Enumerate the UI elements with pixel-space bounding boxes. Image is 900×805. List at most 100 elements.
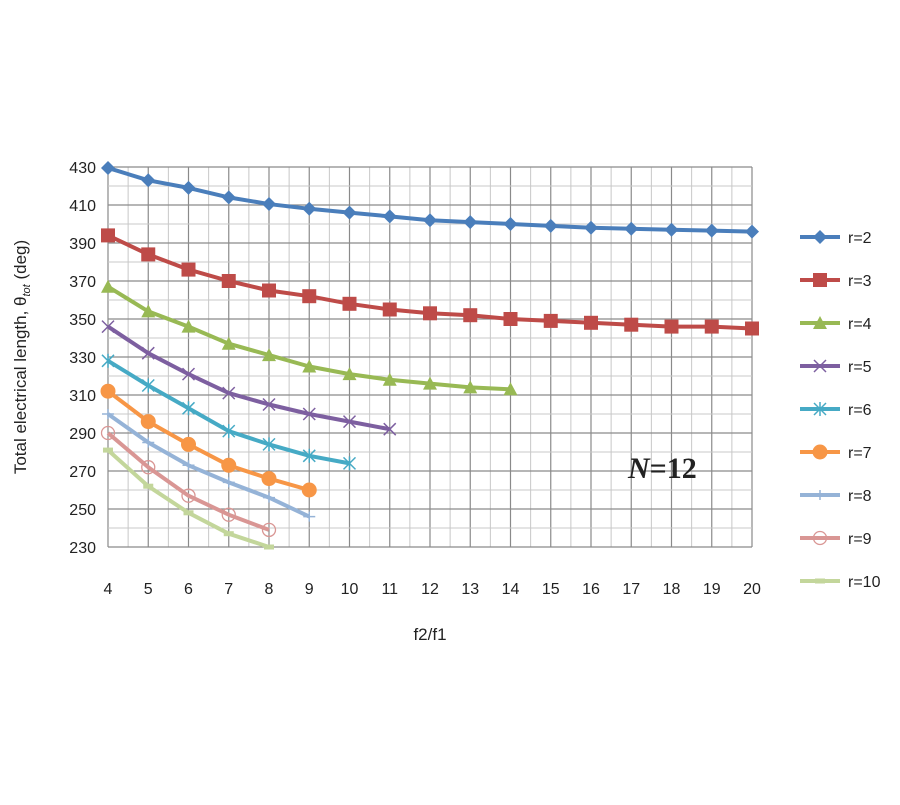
data-point-star [262, 437, 276, 452]
data-point-triangle [503, 382, 518, 396]
series-line [106, 324, 391, 432]
data-point-circle [181, 436, 196, 452]
legend-item: r=3 [800, 273, 872, 290]
data-point-open-circle [141, 460, 156, 475]
data-point-square [664, 319, 679, 334]
y-tick-label: 330 [69, 350, 96, 367]
legend-label: r=10 [848, 574, 881, 591]
series-r-5 [101, 320, 397, 436]
data-point-x [222, 386, 236, 400]
y-tick-label: 370 [69, 274, 96, 291]
x-tick-label: 15 [542, 581, 560, 598]
data-point-diamond [704, 223, 719, 238]
x-tick-label: 10 [341, 581, 359, 598]
legend-item: r=4 [800, 316, 872, 333]
x-tick-label: 5 [144, 581, 153, 598]
data-point-circle [221, 457, 237, 473]
data-point-x [181, 367, 196, 381]
legend: r=2 r=3 r=4 r=5 r=6 r=7 r=8 r=9 r=10 [800, 230, 881, 591]
data-point-diamond [664, 222, 679, 237]
data-point-diamond [813, 230, 827, 244]
x-tick-label: 18 [663, 581, 681, 598]
series-r-8 [102, 409, 316, 522]
y-tick-label: 230 [69, 540, 96, 557]
data-point-triangle [101, 279, 115, 293]
y-tick-label: 410 [69, 198, 96, 215]
data-point-triangle [342, 367, 357, 381]
y-tick-label: 250 [69, 502, 96, 519]
legend-item: r=10 [800, 574, 881, 591]
data-point-square [543, 313, 558, 328]
series-r-6 [101, 353, 357, 471]
n-annotation: N=12 [627, 452, 697, 485]
x-tick-label: 17 [622, 581, 640, 598]
data-point-triangle [141, 304, 156, 318]
axes: 4 5 6 7 8 9 10 11 12 13 14 15 16 17 18 19 20 230 250 270 290… [69, 160, 761, 598]
data-point-circle [261, 471, 277, 487]
data-point-diamond [584, 220, 598, 235]
data-point-star [813, 402, 827, 416]
series-layer [100, 160, 759, 550]
y-tick-label: 390 [69, 236, 96, 253]
data-point-star [181, 401, 196, 416]
data-point-diamond [302, 201, 317, 216]
legend-item: r=7 [800, 444, 872, 462]
legend-item: r=2 [800, 230, 872, 247]
legend-label: r=4 [848, 316, 872, 333]
data-point-diamond [262, 197, 276, 212]
data-point-star [101, 353, 115, 368]
y-tick-label: 310 [69, 388, 96, 405]
data-point-diamond [101, 160, 115, 175]
data-point-plus [303, 511, 316, 522]
data-point-square [101, 228, 115, 243]
y-tick-label: 290 [69, 426, 96, 443]
data-point-triangle [181, 319, 196, 333]
data-point-dash [815, 578, 825, 584]
data-point-triangle [382, 372, 397, 386]
legend-label: r=3 [848, 273, 872, 290]
data-point-triangle [262, 348, 276, 362]
data-point-dash [264, 544, 274, 550]
data-point-diamond [181, 180, 196, 195]
data-point-plus [222, 477, 235, 488]
x-tick-label: 9 [305, 581, 314, 598]
x-tick-label: 11 [381, 581, 398, 598]
data-point-x [383, 422, 397, 436]
legend-label: r=6 [848, 402, 872, 419]
x-axis-label: f2/f1 [413, 625, 446, 644]
data-point-x [342, 415, 357, 429]
legend-label: r=5 [848, 359, 872, 376]
legend-label: r=2 [848, 230, 872, 247]
n-annotation-value: =12 [650, 452, 697, 485]
data-point-triangle [221, 336, 236, 350]
data-point-open-circle [100, 425, 116, 441]
x-tick-label: 8 [265, 581, 274, 598]
data-point-diamond [342, 205, 357, 220]
data-point-x [141, 346, 155, 360]
data-point-open-circle [812, 530, 828, 546]
y-tick-label: 270 [69, 464, 96, 481]
data-point-square [262, 283, 276, 298]
x-tick-label: 4 [104, 581, 113, 598]
data-point-square [302, 289, 317, 304]
y-tick-label: 430 [69, 160, 96, 177]
data-point-diamond [543, 218, 558, 233]
data-point-plus [102, 409, 114, 419]
data-point-circle [140, 414, 156, 430]
x-tick-label: 12 [421, 581, 439, 598]
y-axis-label-main: Total electrical length, θ [11, 297, 30, 475]
data-point-diamond [382, 209, 397, 224]
legend-label: r=7 [848, 445, 872, 462]
x-tick-label: 14 [502, 581, 520, 598]
series-r-9 [100, 425, 277, 538]
series-r-3 [101, 228, 759, 336]
data-point-diamond [624, 221, 639, 236]
data-point-dash [143, 483, 154, 489]
legend-item: r=8 [800, 488, 872, 505]
legend-label: r=9 [848, 531, 872, 548]
series-r-10 [103, 447, 274, 550]
x-tick-label: 19 [703, 581, 721, 598]
x-tick-label: 16 [582, 581, 600, 598]
